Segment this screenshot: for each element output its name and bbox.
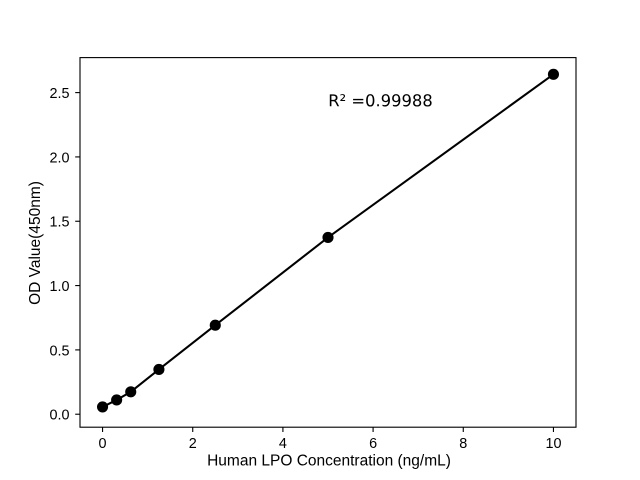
- svg-text:1.5: 1.5: [49, 215, 69, 231]
- svg-text:0: 0: [99, 436, 107, 452]
- svg-text:6: 6: [369, 436, 377, 452]
- svg-text:2.0: 2.0: [49, 150, 69, 166]
- svg-text:OD Value(450nm): OD Value(450nm): [27, 181, 44, 305]
- svg-text:2: 2: [189, 436, 197, 452]
- svg-text:0.0: 0.0: [49, 408, 69, 424]
- svg-text:4: 4: [279, 436, 287, 452]
- svg-text:2.5: 2.5: [49, 86, 69, 102]
- svg-text:8: 8: [459, 436, 467, 452]
- svg-text:1.0: 1.0: [49, 279, 69, 295]
- svg-text:Human LPO Concentration (ng/mL: Human LPO Concentration (ng/mL): [207, 453, 451, 470]
- svg-text:10: 10: [545, 436, 561, 452]
- svg-text:0.5: 0.5: [49, 343, 69, 359]
